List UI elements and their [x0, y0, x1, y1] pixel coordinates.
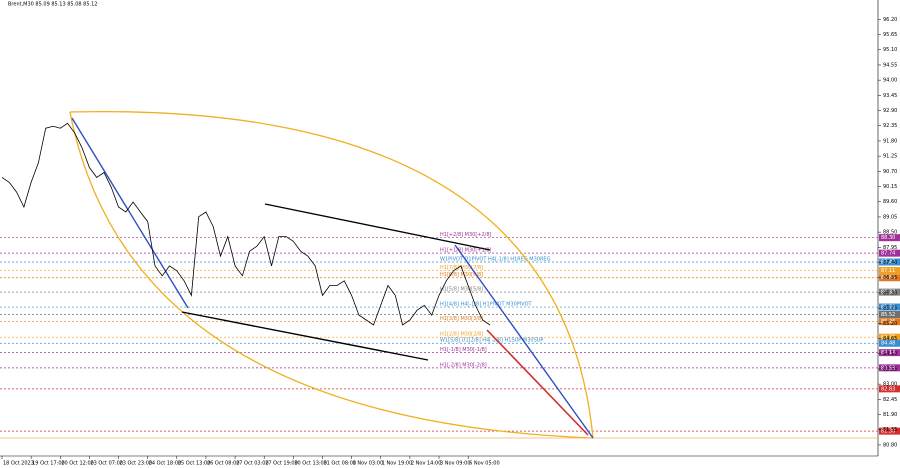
level-price-box	[879, 274, 900, 282]
level-tag: W1[5/8] D1[2/8] H4[-2/8] H1SUP M30SUP	[440, 338, 543, 344]
y-tick-label: 87.95	[883, 245, 897, 251]
level-tag: H1[2/8] M30[2/8]	[440, 332, 483, 338]
y-tick-label: 92.35	[883, 123, 897, 129]
channel-line	[181, 311, 429, 361]
y-tick-label: 88.50	[883, 230, 897, 236]
level-price-box	[879, 333, 900, 341]
y-tick-label: 95.10	[883, 47, 897, 53]
level-tag: H1[3/8] M30[3/8]	[440, 316, 483, 322]
y-tick-label: 96.20	[883, 17, 897, 23]
level-price-label: 88.30	[881, 235, 895, 241]
level-price-label: 87.42	[881, 259, 895, 265]
level-price-box	[879, 349, 900, 357]
y-tick-label: 89.60	[883, 199, 897, 205]
level-price-box	[879, 234, 900, 242]
level-price-label: 84.70	[881, 335, 895, 341]
arc	[69, 110, 594, 439]
level-price-box	[879, 258, 900, 266]
x-tick-label: 27 Oct 19:00	[265, 461, 298, 467]
chart-title: Brent,M30 85.09 85.13 85.08 85.12	[8, 2, 97, 8]
level-tag: H1[4/8] H4[-1/8] H1PIVOT M30PIVOT	[440, 302, 533, 308]
y-tick-label: 94.00	[883, 78, 897, 84]
level-price-label: 87.74	[881, 251, 895, 257]
y-tick-label: 90.70	[883, 169, 897, 175]
level-price-label: 84.14	[881, 350, 895, 356]
y-tick-label: 82.45	[883, 397, 897, 403]
level-tag: W1PIVOT D1PIVOT H4[-1/8] H1REG M30REG	[440, 256, 551, 262]
y-tick-label: 84.10	[883, 351, 897, 357]
x-tick-label: 26 Oct 08:00	[207, 461, 240, 467]
level-price-label: 85.79	[881, 305, 895, 311]
level-price-label: 83.59	[881, 365, 895, 371]
level-price-box	[879, 339, 900, 347]
y-tick-label: 85.20	[883, 321, 897, 327]
y-tick-label: 83.55	[883, 366, 897, 372]
level-price-box	[879, 364, 900, 372]
level-price-box	[879, 288, 900, 296]
channel-line	[264, 203, 491, 251]
level-price-label: 82.83	[881, 386, 895, 392]
level-price-label: 86.85	[881, 275, 895, 281]
x-tick-label: 19 Oct 17:00	[32, 461, 65, 467]
y-tick-label: 92.90	[883, 108, 897, 114]
level-price-box	[879, 303, 900, 311]
x-tick-label: 30 Oct 13:00	[294, 461, 327, 467]
level-price-box	[879, 267, 900, 275]
level-price-label: 85.26	[881, 319, 895, 325]
x-tick-label: 1 Nov 19:00	[382, 461, 413, 467]
y-tick-label: 91.80	[883, 138, 897, 144]
level-price-box	[879, 427, 900, 435]
y-tick-label: 90.15	[883, 184, 897, 190]
level-price-box	[879, 311, 900, 319]
level-price-label: 87.11	[881, 268, 895, 274]
x-tick-label: 25 Oct 13:00	[178, 461, 211, 467]
trend-line	[71, 117, 189, 309]
y-tick-label: 81.90	[883, 412, 897, 418]
level-tag: H1[5/8] M30[5/8]	[440, 287, 483, 293]
x-tick-label: 24 Oct 18:00	[149, 461, 182, 467]
x-tick-label: 3 Nov 09:00	[440, 461, 471, 467]
level-price-label: 81.30	[881, 429, 895, 435]
x-tick-label: 1 Nov 03:00	[353, 461, 384, 467]
y-tick-label: 86.30	[883, 290, 897, 296]
y-tick-label: 94.55	[883, 62, 897, 68]
y-tick-label: 93.45	[883, 93, 897, 99]
x-tick-label: 23 Oct 23:00	[120, 461, 153, 467]
x-tick-label: 2 Nov 14:00	[411, 461, 442, 467]
y-tick-label: 86.85	[883, 275, 897, 281]
price-line	[1, 122, 491, 326]
level-tag: H1[+1/8] M30[+1/8]	[440, 248, 492, 254]
level-tag: H1[-1/8] M30[-1/8]	[440, 347, 487, 353]
level-price-label: 84.48	[881, 341, 895, 347]
levels: 88.30 H1[+2/8] M30[+2/8] 87.74 H1[+1/8] M30…	[0, 232, 900, 435]
y-tick-label: 80.80	[883, 442, 897, 448]
level-price-box	[879, 249, 900, 257]
y-tick-label: 95.65	[883, 32, 897, 38]
y-tick-label: 83.00	[883, 382, 897, 388]
y-tick-label: 91.25	[883, 154, 897, 160]
drawings	[0, 110, 878, 439]
x-tick-label: 20 Oct 12:00	[61, 461, 94, 467]
forecast-arrow	[486, 329, 589, 436]
y-tick-label: 85.75	[883, 306, 897, 312]
y-tick-label: 87.40	[883, 260, 897, 266]
level-price-box	[879, 318, 900, 326]
level-tag: H1[6/8] M30[6/8]	[440, 272, 483, 278]
arc	[69, 111, 594, 439]
trend-line	[454, 244, 594, 439]
level-price-label: 85.52	[881, 312, 895, 318]
y-tick-label: 89.05	[883, 214, 897, 220]
x-tick-label: 6 Nov 05:00	[469, 461, 500, 467]
x-tick-label: 27 Oct 03:00	[236, 461, 269, 467]
level-price-box	[879, 385, 900, 393]
y-tick-label: 81.35	[883, 427, 897, 433]
x-tick-label: 31 Oct 08:00	[323, 461, 356, 467]
x-tick-label: 18 Oct 2023	[3, 461, 34, 467]
level-tag: H1[+2/8] M30[+2/8]	[440, 232, 492, 238]
y-tick-label: 84.65	[883, 336, 897, 342]
level-tag: H1[-2/8] M30[-2/8]	[440, 362, 487, 368]
x-tick-label: 23 Oct 07:00	[90, 461, 123, 467]
level-price-label: 86.33	[881, 290, 895, 296]
